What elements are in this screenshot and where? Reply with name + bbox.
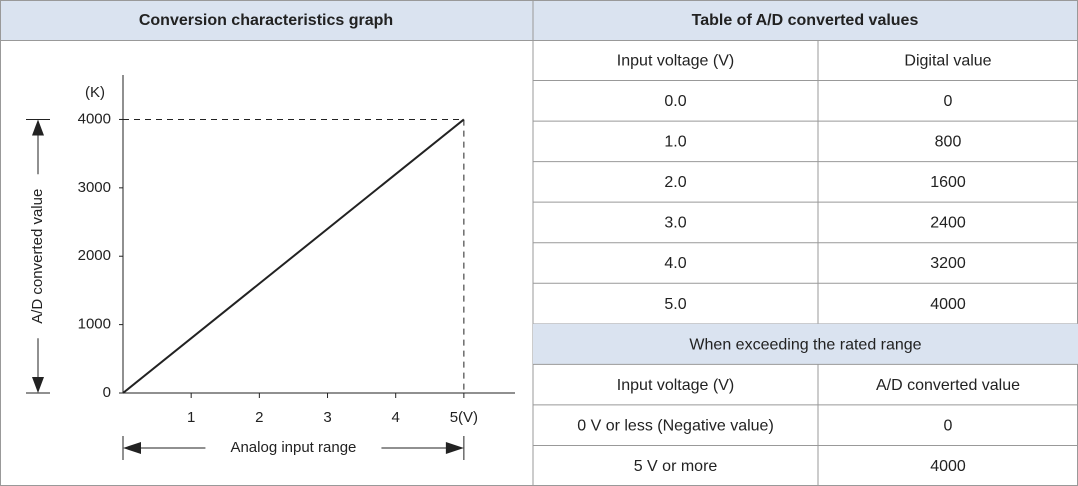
x-tick-label: 2 [255,409,263,426]
y-unit: (K) [85,84,105,101]
cell: 0 [944,93,953,110]
x-axis-label: Analog input range [230,439,356,456]
x-tick-label: 4 [392,409,400,426]
cell: 1600 [930,174,966,191]
cell: 4.0 [664,255,686,272]
cell: 3.0 [664,215,686,232]
guide-line [123,118,465,393]
arrow-head [123,442,141,454]
y-tick-label: 3000 [78,179,111,196]
cell: 0 V or less (Negative value) [577,417,774,434]
cell: 1.0 [664,134,686,151]
arrow-head [32,119,44,136]
cell: Digital value [904,52,991,69]
y-axis-label: A/D converted value [29,189,46,324]
x-tick-label: 3 [323,409,331,426]
cell: 4000 [930,296,966,313]
arrow-head [445,442,464,454]
data-line [122,118,465,394]
x-tick-label: 5(V) [450,409,478,426]
y-tick-label: 0 [103,384,111,401]
left-header: Conversion characteristics graph [139,12,393,29]
y-tick-label: 1000 [78,316,111,333]
y-tick-label: 2000 [78,247,111,264]
cell: A/D converted value [876,377,1020,394]
cell: 0 [944,417,953,434]
arrow-head [32,377,44,393]
table-header: Table of A/D converted values [692,12,919,29]
y-tick-label: 4000 [78,110,111,127]
cell: 3200 [930,255,966,272]
section-row [533,323,1078,365]
section-title: When exceeding the rated range [689,336,921,353]
cell: Input voltage (V) [617,377,734,394]
cell: 5 V or more [634,458,718,475]
cell: 4000 [930,458,966,475]
cell: 5.0 [664,296,686,313]
cell: 800 [935,134,962,151]
cell: 0.0 [664,93,686,110]
cell: Input voltage (V) [617,52,734,69]
x-tick-label: 1 [187,409,195,426]
header-row [0,0,1078,41]
cell: 2.0 [664,174,686,191]
cell: 2400 [930,215,966,232]
